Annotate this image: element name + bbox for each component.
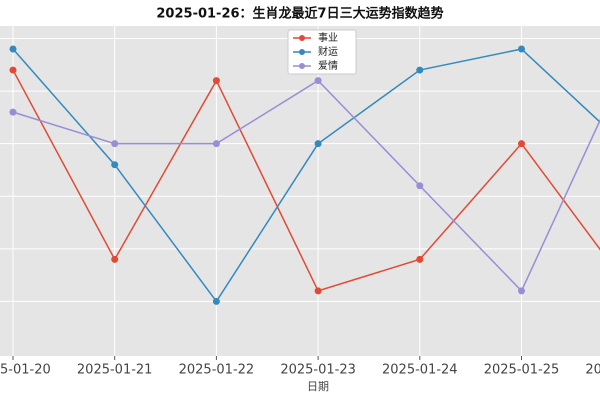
data-point [416, 66, 424, 74]
data-point [9, 66, 17, 74]
data-point [111, 255, 119, 263]
legend-marker [299, 63, 305, 69]
data-point [212, 77, 220, 85]
legend-box [287, 29, 357, 75]
data-point [212, 140, 220, 148]
legend-label: 财运 [318, 45, 338, 58]
legend-label: 爱情 [318, 59, 338, 72]
plot-area [0, 26, 600, 356]
x-tick-label: 2025-01-22 [179, 363, 255, 378]
data-point [416, 255, 424, 263]
data-point [314, 77, 322, 85]
data-point [518, 140, 525, 148]
x-tick-label: 2025-01-26 [585, 363, 600, 378]
x-tick-label: 2025-01-21 [77, 363, 153, 378]
legend-marker [299, 49, 305, 55]
legend-marker [299, 35, 305, 41]
chart-title: 2025-01-26：生肖龙最近7日三大运势指数趋势 [156, 6, 443, 22]
data-point [314, 140, 322, 148]
data-point [314, 287, 322, 295]
data-point [212, 297, 220, 305]
x-tick-label: 2025-01-23 [280, 363, 356, 378]
data-point [111, 140, 119, 148]
data-point [518, 287, 525, 295]
data-point [518, 45, 525, 53]
data-point [9, 108, 17, 116]
data-point [416, 182, 424, 190]
data-point [9, 45, 17, 53]
x-axis-label: 日期 [307, 380, 329, 393]
legend-label: 事业 [318, 31, 338, 44]
x-tick-label: 2025-01-25 [484, 363, 560, 378]
x-tick-label: 2025-01-20 [0, 363, 51, 378]
x-tick-label: 2025-01-24 [382, 363, 458, 378]
data-point [111, 161, 119, 169]
